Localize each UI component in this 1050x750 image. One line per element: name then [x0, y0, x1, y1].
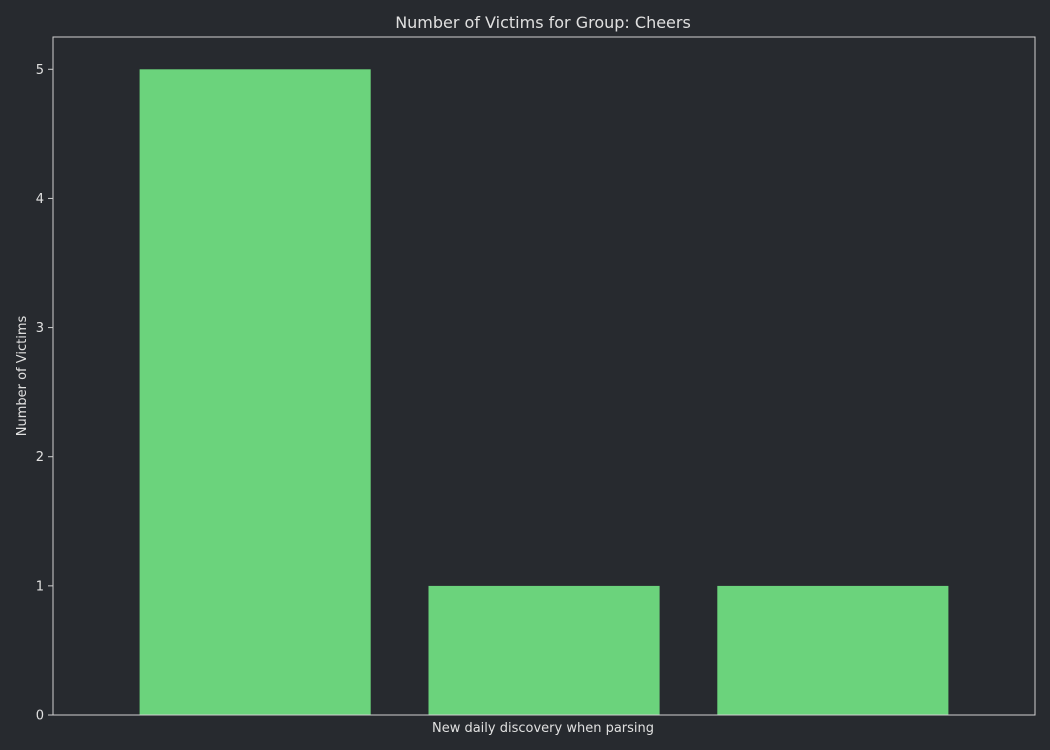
y-tick-label: 5 [36, 63, 44, 78]
y-axis-label: Number of Victims [15, 316, 30, 437]
bar-3 [717, 585, 949, 715]
x-axis-label: New daily discovery when parsing [432, 721, 654, 736]
y-tick-label: 4 [36, 192, 44, 207]
y-tick-label: 0 [36, 709, 44, 724]
y-tick-label: 2 [36, 450, 44, 465]
chart-title: Number of Victims for Group: Cheers [395, 13, 691, 32]
bar-2 [428, 585, 660, 715]
y-axis: 0 1 2 3 4 5 [36, 63, 53, 724]
y-tick-label: 1 [36, 579, 44, 594]
y-tick-label: 3 [36, 321, 44, 336]
bars-layer [139, 69, 949, 716]
axes-frame [52, 36, 1036, 716]
bar-1 [139, 69, 371, 716]
